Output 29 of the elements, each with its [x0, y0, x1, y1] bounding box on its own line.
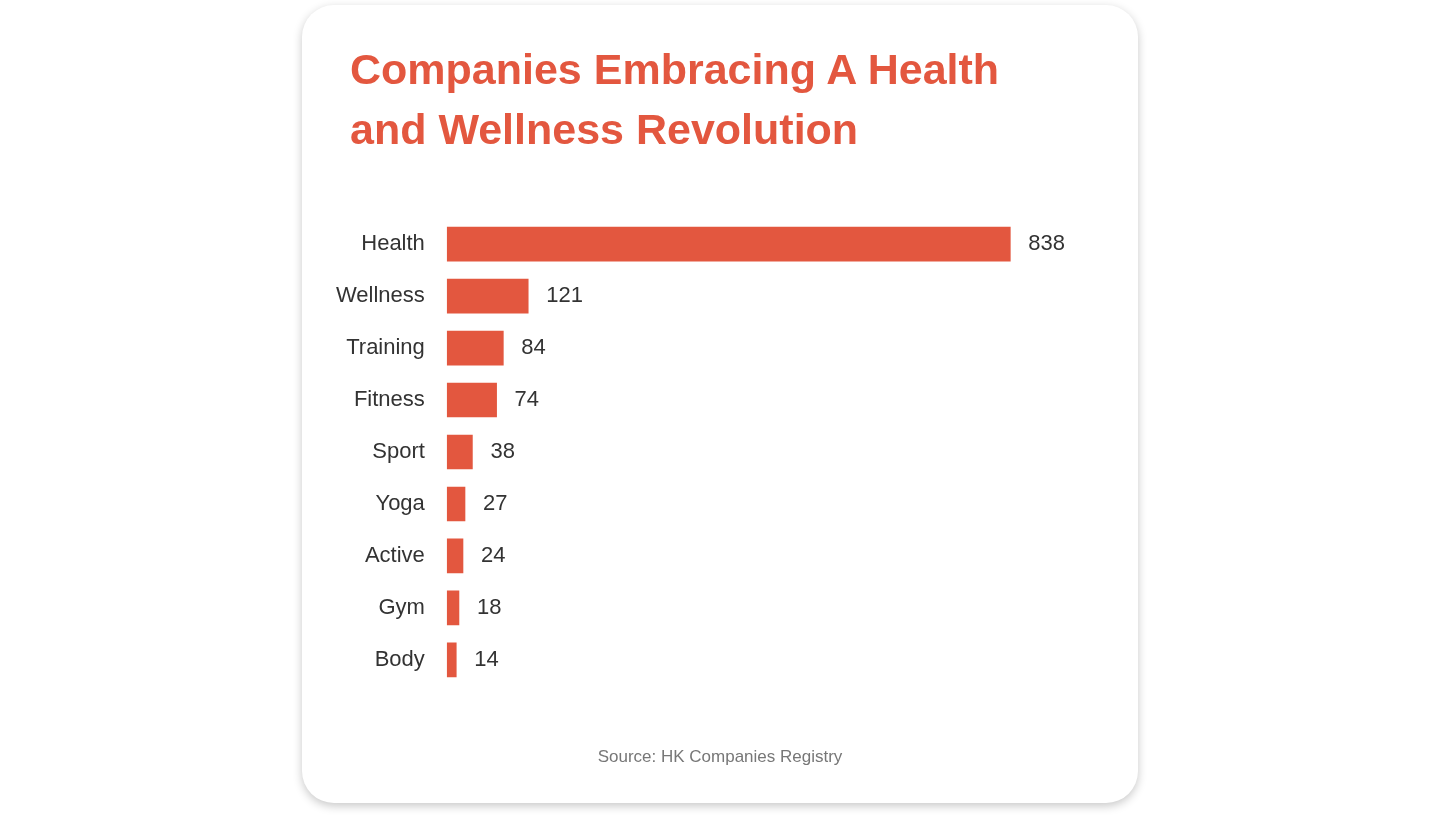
- bar: [446, 330, 504, 366]
- bar: [446, 382, 497, 418]
- y-tick-label: Sport: [372, 438, 425, 464]
- y-tick-label: Fitness: [353, 386, 425, 412]
- y-tick-label: Health: [361, 230, 425, 256]
- data-label: 18: [476, 593, 502, 619]
- data-label: 74: [514, 386, 540, 412]
- bar: [446, 434, 473, 470]
- bar: [446, 590, 460, 626]
- y-tick-label: Training: [346, 334, 425, 360]
- data-label: 121: [546, 282, 583, 308]
- bar: [446, 278, 529, 314]
- data-label: 14: [474, 645, 499, 671]
- bar: [446, 538, 464, 574]
- data-label: 38: [490, 438, 515, 464]
- data-label: 84: [521, 334, 546, 360]
- source-note: Source: HK Companies Registry: [596, 747, 844, 767]
- y-tick-label: Body: [374, 645, 425, 671]
- chart-title: Companies Embracing A Health and Wellness Revolution: [350, 44, 1001, 155]
- y-tick-label: Wellness: [335, 282, 425, 308]
- data-label: 27: [483, 490, 508, 516]
- data-label: 24: [480, 541, 506, 567]
- data-label: 838: [1028, 230, 1066, 256]
- bar: [446, 226, 1011, 262]
- bar: [446, 642, 457, 678]
- bar: [446, 486, 466, 522]
- y-tick-label: Gym: [378, 593, 425, 619]
- y-tick-label: Yoga: [375, 490, 426, 516]
- y-tick-label: Active: [364, 541, 425, 567]
